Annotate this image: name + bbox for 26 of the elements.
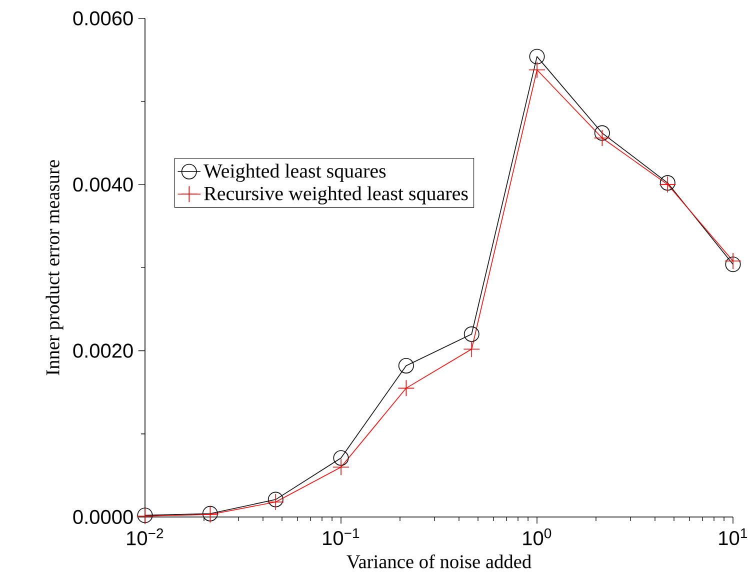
x-tick-label: 10$^{1}$ (719, 528, 747, 546)
point (724, 252, 742, 270)
y-tick-label: 0.0020 (73, 344, 133, 358)
x-tick-label: 10$^{−2}$ (127, 528, 164, 546)
point (464, 326, 480, 342)
point (398, 380, 415, 397)
x-tick-label: 10$^{−1}$ (323, 528, 360, 546)
x-axis-title: Variance of noise added (346, 554, 532, 568)
point (528, 61, 546, 78)
y-tick-label: 0.0000 (73, 510, 133, 524)
point (268, 492, 284, 508)
point (529, 48, 545, 64)
legend-label: Weighted least squares (204, 164, 386, 182)
y-axis-title: Inner product error measure (46, 160, 64, 376)
y-tick-label: 0.0040 (73, 177, 133, 192)
point (594, 130, 611, 146)
legend-label: Recursive weighted least squares (204, 186, 468, 204)
point (594, 125, 610, 141)
point (267, 494, 284, 510)
point (725, 256, 741, 272)
point (398, 358, 414, 374)
x-tick-label: 10$^{0}$ (523, 528, 552, 546)
point (463, 340, 480, 358)
point (332, 458, 350, 476)
y-tick-label: 0.0060 (73, 11, 133, 26)
point (333, 450, 349, 466)
